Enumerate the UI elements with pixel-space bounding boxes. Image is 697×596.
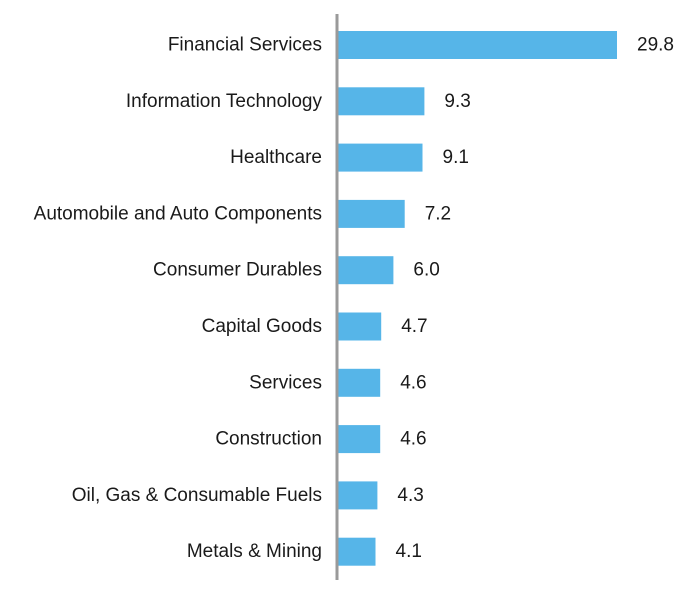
value-label-2: 9.1 bbox=[443, 147, 469, 168]
value-label-7: 4.6 bbox=[400, 429, 426, 450]
value-labels-layer: 29.8 9.3 9.1 7.2 6.0 4.7 4.6 4.6 4.3 4.1 bbox=[396, 35, 674, 563]
category-label-0: Financial Services bbox=[168, 35, 322, 56]
category-label-4: Consumer Durables bbox=[153, 260, 322, 281]
category-label-7: Construction bbox=[215, 429, 322, 450]
bar-4 bbox=[337, 256, 394, 285]
bar-7 bbox=[337, 425, 381, 454]
category-label-5: Capital Goods bbox=[202, 316, 322, 337]
value-label-8: 4.3 bbox=[397, 485, 423, 506]
value-label-9: 4.1 bbox=[396, 541, 422, 562]
category-label-8: Oil, Gas & Consumable Fuels bbox=[72, 485, 322, 506]
bar-1 bbox=[337, 87, 425, 116]
value-label-3: 7.2 bbox=[425, 203, 451, 224]
category-label-2: Healthcare bbox=[230, 147, 322, 168]
category-labels-layer: Financial Services Information Technology… bbox=[34, 35, 323, 563]
value-label-6: 4.6 bbox=[400, 372, 426, 393]
bar-2 bbox=[337, 143, 423, 172]
category-label-6: Services bbox=[249, 372, 322, 393]
bars-layer bbox=[337, 31, 617, 566]
bar-9 bbox=[337, 537, 376, 566]
value-label-5: 4.7 bbox=[401, 316, 427, 337]
value-label-1: 9.3 bbox=[444, 91, 470, 112]
bar-3 bbox=[337, 199, 405, 228]
bar-6 bbox=[337, 368, 381, 397]
category-label-9: Metals & Mining bbox=[187, 541, 322, 562]
category-label-3: Automobile and Auto Components bbox=[34, 203, 322, 224]
value-label-4: 6.0 bbox=[413, 260, 439, 281]
category-label-1: Information Technology bbox=[126, 91, 323, 112]
bar-8 bbox=[337, 481, 378, 510]
value-label-0: 29.8 bbox=[637, 35, 674, 56]
bar-5 bbox=[337, 312, 382, 341]
bar-0 bbox=[337, 31, 617, 59]
